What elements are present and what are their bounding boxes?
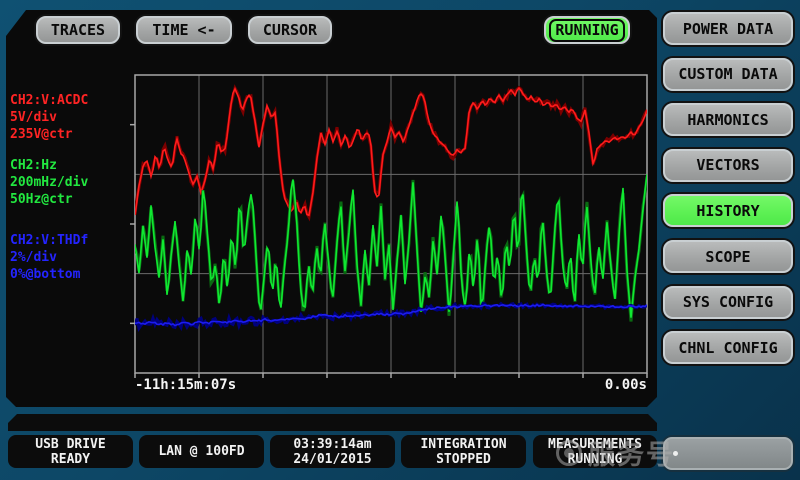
status-indicator-line: 03:39:14am	[293, 436, 372, 452]
channel-label-line: 200mHz/div	[10, 175, 89, 190]
sidebar-item-label: CUSTOM DATA	[678, 65, 778, 84]
toolbar-button-traces[interactable]: TRACES	[36, 16, 120, 44]
main-display-panel	[6, 10, 657, 407]
sidebar-item-harmonics[interactable]: HARMONICS	[663, 103, 793, 137]
sidebar-item-history[interactable]: HISTORY	[663, 194, 793, 228]
toolbar-button-label: TIME <-	[152, 21, 216, 39]
sidebar-item-label: SYS CONFIG	[682, 293, 774, 312]
channel-label-line: 5V/div	[10, 110, 57, 125]
sidebar-item-sys-config[interactable]: SYS CONFIG	[663, 285, 793, 319]
status-indicator-line: LAN @ 100FD	[158, 444, 245, 459]
time-axis-start-label: -11h:15m:07s	[135, 377, 237, 393]
toolbar-button-cursor[interactable]: CURSOR	[248, 16, 332, 44]
channel-label-line: 2%/div	[10, 250, 57, 265]
status-indicator-line: STOPPED	[436, 451, 491, 467]
status-indicator-line: 24/01/2015	[293, 451, 372, 467]
sidebar-item-scope[interactable]: SCOPE	[663, 240, 793, 273]
toolbar-button-label: TRACES	[50, 21, 106, 39]
status-indicator-line: RUNNING	[567, 451, 623, 467]
channel-label-ch2-v-thdf: CH2:V:THDf 2%/div 0%@bottom	[10, 232, 88, 283]
sidebar-item-label: HISTORY	[696, 201, 760, 220]
sidebar-item-label: CHNL CONFIG	[678, 338, 778, 357]
status-indicator-measurements: MEASUREMENTS RUNNING	[533, 435, 657, 468]
sidebar-item-custom-data[interactable]: CUSTOM DATA	[663, 57, 793, 91]
sidebar-item-label: POWER DATA	[682, 19, 774, 38]
toolbar-button-label: CURSOR	[262, 21, 318, 39]
channel-label-line: CH2:V:ACDC	[10, 93, 89, 108]
sidebar-item-label: VECTORS	[696, 156, 760, 175]
channel-label-ch2-hz: CH2:Hz 200mHz/div 50Hz@ctr	[10, 157, 88, 208]
channel-label-line: CH2:V:THDf	[10, 233, 89, 248]
channel-label-line: 235V@ctr	[10, 127, 73, 142]
status-indicator-03-39-14am: 03:39:14am 24/01/2015	[270, 435, 395, 468]
channel-label-line: CH2:Hz	[10, 158, 57, 173]
history-chart	[130, 74, 648, 378]
running-status-button[interactable]: RUNNING	[544, 16, 630, 44]
status-indicator-usb-drive: USB DRIVE READY	[8, 435, 133, 468]
status-indicator-line: USB DRIVE	[35, 436, 106, 452]
status-indicator-line: READY	[50, 451, 91, 467]
indicator-dot	[673, 451, 678, 456]
sidebar-item-vectors[interactable]: VECTORS	[663, 148, 793, 182]
status-indicator-integration: INTEGRATION STOPPED	[401, 435, 526, 468]
sidebar-item-chnl-config[interactable]: CHNL CONFIG	[663, 331, 793, 365]
time-axis-end-label: 0.00s	[604, 377, 647, 393]
channel-label-line: 0%@bottom	[10, 267, 81, 282]
status-indicator-lan-100fd: LAN @ 100FD	[139, 435, 264, 468]
channel-label-ch2-v-acdc: CH2:V:ACDC 5V/div 235V@ctr	[10, 92, 88, 143]
channel-label-line: 50Hz@ctr	[10, 192, 73, 207]
sidebar-item-power-data[interactable]: POWER DATA	[663, 12, 793, 45]
blank-softkey-button[interactable]	[663, 437, 793, 470]
toolbar-button-time[interactable]: TIME <-	[136, 16, 232, 44]
status-indicator-line: MEASUREMENTS	[548, 436, 642, 452]
running-status-label: RUNNING	[549, 18, 625, 42]
softkey-bar	[8, 414, 657, 431]
status-indicator-line: INTEGRATION	[420, 436, 507, 452]
sidebar-item-label: HARMONICS	[687, 110, 769, 129]
sidebar-item-label: SCOPE	[705, 247, 751, 266]
